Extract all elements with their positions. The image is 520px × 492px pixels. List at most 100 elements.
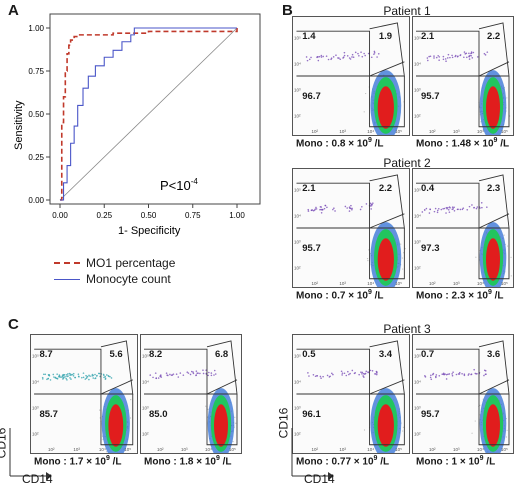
gate-percent-lower-left: 97.3 <box>421 243 440 255</box>
gate-percent-upper-right: 2.2 <box>378 183 393 195</box>
roc-ytick-label: 0.00 <box>28 196 44 205</box>
gate-diagonal <box>100 379 133 395</box>
flow-axis-tick: 10³ <box>453 447 460 452</box>
gate-percent-upper-left: 0.5 <box>302 349 316 361</box>
flow-plot-c1: 10² 10³ 10⁴ 10⁵ 10² 10³ 10⁴ 10⁵ 8.7 5.6 85.7 <box>30 334 138 454</box>
gate-percent-lower-left: 96.7 <box>302 91 321 103</box>
population-core <box>108 404 124 447</box>
flow-axis-tick: 10² <box>414 113 421 118</box>
legend-item-monocyte: Monocyte count <box>54 272 171 286</box>
flow-axis-tick: 10⁵ <box>142 353 149 358</box>
gate-classical <box>34 393 134 446</box>
flow-axis-tick: 10³ <box>142 405 149 410</box>
flow-axis-tick: 10⁵ <box>32 353 39 358</box>
gate-cd16-cd14-high <box>478 174 510 229</box>
roc-xtick-label: 0.50 <box>141 211 157 220</box>
gate-percent-upper-right: 5.6 <box>109 349 123 361</box>
gate-classical <box>296 393 405 446</box>
gate-classical <box>416 393 510 446</box>
gate-percent-upper-right: 2.3 <box>487 183 501 195</box>
flow-axis-tick: 10² <box>294 431 301 436</box>
flow-axis-tick: 10⁴ <box>32 379 39 384</box>
axis-label-cd16-b: CD16 <box>276 407 291 439</box>
flow-axis-tick: 10² <box>294 265 301 270</box>
roc-xtick-label: 1.00 <box>229 211 245 220</box>
gate-percent-lower-left: 95.7 <box>421 91 440 103</box>
gate-cd16-cd14-high <box>369 22 405 77</box>
flow-axis-tick: 10⁴ <box>477 447 484 452</box>
population-core <box>377 86 394 129</box>
gate-diagonal <box>478 213 510 229</box>
flow-axis-tick: 10⁴ <box>414 213 421 218</box>
gate-diagonal <box>478 61 510 77</box>
flow-axis-tick: 10⁵ <box>501 129 508 134</box>
flow-axis-tick: 10⁴ <box>477 129 484 134</box>
flow-axis-tick: 10⁵ <box>229 447 236 452</box>
monocyte-count-label: Mono : 0.8 × 109 /L <box>296 137 384 150</box>
roc-ytick-label: 0.50 <box>28 110 44 119</box>
flow-axis-tick: 10³ <box>339 447 346 452</box>
population-core <box>377 404 394 447</box>
gate-percent-upper-right: 3.4 <box>378 349 393 361</box>
flow-axis-tick: 10³ <box>453 129 460 134</box>
roc-ytick-label: 0.75 <box>28 67 44 76</box>
axis-label-cd16-c: CD16 <box>0 427 9 459</box>
flow-plot-b3: 10² 10³ 10⁴ 10⁵ 10² 10³ 10⁴ 10⁵ 2.1 2.2 95.7 <box>292 168 410 288</box>
population-core <box>486 238 500 281</box>
gate-diagonal <box>478 379 510 395</box>
flow-axis-tick: 10⁵ <box>414 187 421 192</box>
axis-arrows-b <box>291 428 334 480</box>
population-core <box>214 404 228 447</box>
roc-series-mo1 <box>60 28 238 201</box>
roc-xtick-label: 0.25 <box>96 211 112 220</box>
gate-percent-upper-left: 2.1 <box>302 183 316 195</box>
flow-axis-tick: 10² <box>414 265 421 270</box>
gate-percent-upper-right: 6.8 <box>215 349 229 361</box>
flow-axis-tick: 10⁵ <box>294 35 301 40</box>
gate-percent-lower-left: 95.7 <box>421 409 440 421</box>
roc-ytick-label: 0.25 <box>28 153 44 162</box>
gate-diagonal <box>369 379 405 395</box>
gate-cd16-cd14-high <box>369 340 405 395</box>
flow-axis-tick: 10³ <box>414 239 421 244</box>
flow-plot-c2: 10² 10³ 10⁴ 10⁵ 10² 10³ 10⁴ 10⁵ 8.2 6.8 85.0 <box>140 334 242 454</box>
roc-plot-frame <box>49 13 261 205</box>
flow-axis-tick: 10⁵ <box>294 187 301 192</box>
flow-plot-b5: 10² 10³ 10⁴ 10⁵ 10² 10³ 10⁴ 10⁵ 0.5 3.4 96.1 <box>292 334 410 454</box>
monocyte-count-label: Mono : 2.3 × 109 /L <box>416 289 504 302</box>
gate-cd16-cd14-high <box>206 340 238 395</box>
gate-classical <box>144 393 238 446</box>
roc-ylabel: Sensitivity <box>13 100 25 150</box>
flow-axis-tick: 10⁴ <box>367 129 374 134</box>
gate-cd16-cd14-high <box>478 22 510 77</box>
flow-axis-tick: 10² <box>312 281 319 286</box>
roc-diagonal <box>59 27 238 201</box>
gate-percent-upper-left: 0.7 <box>421 349 435 361</box>
flow-axis-tick: 10³ <box>294 87 301 92</box>
flow-axis-tick: 10³ <box>414 405 421 410</box>
gate-classical <box>416 75 510 128</box>
panel-letter-b: B <box>282 2 293 19</box>
flow-axis-tick: 10⁴ <box>294 213 301 218</box>
gate-percent-lower-left: 85.7 <box>39 409 58 421</box>
flow-axis-tick: 10⁵ <box>395 447 402 452</box>
flow-plot-b2: 10² 10³ 10⁴ 10⁵ 10² 10³ 10⁴ 10⁵ 2.1 2.2 95.7 <box>412 16 514 136</box>
flow-axis-tick: 10² <box>312 447 319 452</box>
gate-diagonal <box>369 213 405 229</box>
monocyte-count-label: Mono : 1.48 × 109 /L <box>416 137 510 150</box>
roc-xtick-label: 0.00 <box>52 211 68 220</box>
flow-axis-tick: 10⁴ <box>142 379 149 384</box>
gate-cd16-cd14-high <box>478 340 510 395</box>
flow-axis-tick: 10³ <box>32 405 39 410</box>
gate-cd16-cd14-high <box>369 174 405 229</box>
flow-axis-tick: 10² <box>429 281 436 286</box>
flow-axis-tick: 10³ <box>339 281 346 286</box>
axis-label-cd14-c: CD14 <box>22 472 53 486</box>
flow-axis-tick: 10⁵ <box>501 447 508 452</box>
flow-axis-tick: 10³ <box>339 129 346 134</box>
flow-axis-tick: 10² <box>48 447 55 452</box>
flow-axis-tick: 10² <box>312 129 319 134</box>
monocyte-count-label: Mono : 1 × 109 /L <box>416 455 496 468</box>
flow-axis-tick: 10² <box>157 447 164 452</box>
flow-axis-tick: 10⁴ <box>367 447 374 452</box>
